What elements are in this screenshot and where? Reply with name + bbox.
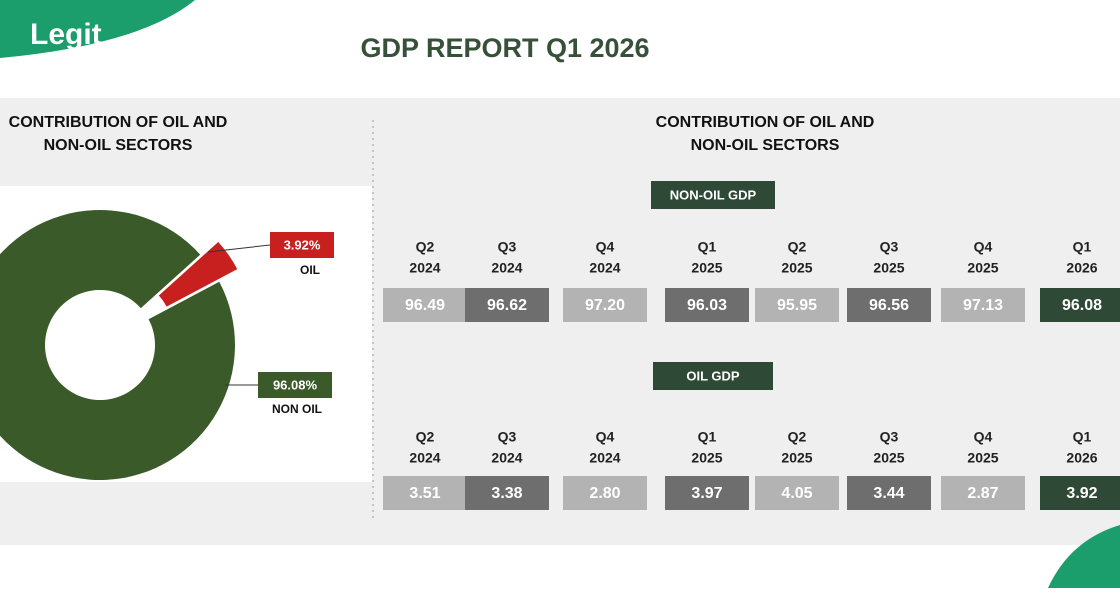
value-label: 3.92%: [284, 237, 321, 252]
logo: Legit: [30, 18, 102, 51]
quarter-label: Q4: [596, 239, 615, 255]
leader-line: [207, 244, 271, 253]
value-box: [755, 288, 839, 322]
value-box: [665, 288, 749, 322]
logo-suffix: .ng: [118, 34, 135, 46]
value-text: 96.49: [405, 297, 445, 314]
year-label: 2025: [967, 450, 998, 466]
value-box: [941, 476, 1025, 510]
value-text: 3.51: [409, 485, 440, 502]
quarter-label: Q2: [788, 239, 807, 255]
value-text: 96.62: [487, 297, 527, 314]
value-text: 96.03: [687, 297, 727, 314]
value-box: [847, 476, 931, 510]
value-box: [1040, 476, 1120, 510]
value-box: [383, 476, 467, 510]
quarter-label: Q3: [880, 429, 899, 445]
quarter-label: Q1: [1073, 239, 1092, 255]
value-label-box: [270, 232, 334, 258]
value-text: 96.08: [1062, 297, 1102, 314]
category-label: OIL: [300, 263, 320, 277]
quarter-label: Q4: [974, 239, 993, 255]
value-box: [465, 288, 549, 322]
value-text: 4.05: [781, 485, 812, 502]
donut-slice: [158, 241, 238, 307]
year-label: 2025: [781, 260, 812, 276]
value-box: [941, 288, 1025, 322]
donut-title: CONTRIBUTION OF OIL AND NON-OIL SECTORS: [9, 114, 228, 154]
value-text: 3.38: [491, 485, 522, 502]
quarter-label: Q1: [698, 429, 717, 445]
year-label: 2024: [491, 260, 522, 276]
year-label: 2025: [691, 260, 722, 276]
year-label: 2025: [781, 450, 812, 466]
quarter-label: Q1: [698, 239, 717, 255]
corner-shape: [1048, 525, 1120, 588]
value-box: [563, 476, 647, 510]
value-text: 97.13: [963, 297, 1003, 314]
value-text: 3.44: [873, 485, 904, 502]
quarter-label: Q2: [416, 429, 435, 445]
quarter-label: Q2: [788, 429, 807, 445]
year-label: 2025: [873, 260, 904, 276]
value-text: 95.95: [777, 297, 817, 314]
year-label: 2025: [967, 260, 998, 276]
quarter-label: Q3: [880, 239, 899, 255]
category-label: NON OIL: [272, 402, 322, 416]
value-box: [755, 476, 839, 510]
value-text: 97.20: [585, 297, 625, 314]
value-text: 96.56: [869, 297, 909, 314]
group-header: NON-OIL GDP: [670, 187, 757, 202]
corner-shape: [0, 0, 195, 58]
quarter-label: Q1: [1073, 429, 1092, 445]
value-text: 3.92: [1066, 485, 1097, 502]
value-label: 96.08%: [273, 377, 318, 392]
value-box: [665, 476, 749, 510]
year-label: 2025: [873, 450, 904, 466]
value-box: [383, 288, 467, 322]
year-label: 2024: [491, 450, 522, 466]
year-label: 2026: [1066, 450, 1097, 466]
quarter-label: Q3: [498, 239, 517, 255]
panel-title: CONTRIBUTION OF OIL AND NON-OIL SECTORS: [656, 114, 875, 154]
year-label: 2024: [589, 260, 620, 276]
group-header-box: [651, 181, 775, 209]
group-header-box: [653, 362, 773, 390]
group-header: OIL GDP: [686, 368, 740, 383]
value-text: 2.87: [967, 485, 998, 502]
value-box: [1040, 288, 1120, 322]
year-label: 2024: [409, 450, 440, 466]
quarter-label: Q2: [416, 239, 435, 255]
value-box: [563, 288, 647, 322]
year-label: 2024: [589, 450, 620, 466]
year-label: 2025: [691, 450, 722, 466]
quarter-label: Q4: [974, 429, 993, 445]
value-box: [465, 476, 549, 510]
value-box: [847, 288, 931, 322]
value-text: 2.80: [589, 485, 620, 502]
year-label: 2024: [409, 260, 440, 276]
value-text: 3.97: [691, 485, 722, 502]
quarter-label: Q4: [596, 429, 615, 445]
value-label-box: [258, 372, 332, 398]
year-label: 2026: [1066, 260, 1097, 276]
page-title: GDP REPORT Q1 2026: [360, 33, 649, 63]
donut-slice: [0, 210, 235, 480]
quarter-label: Q3: [498, 429, 517, 445]
